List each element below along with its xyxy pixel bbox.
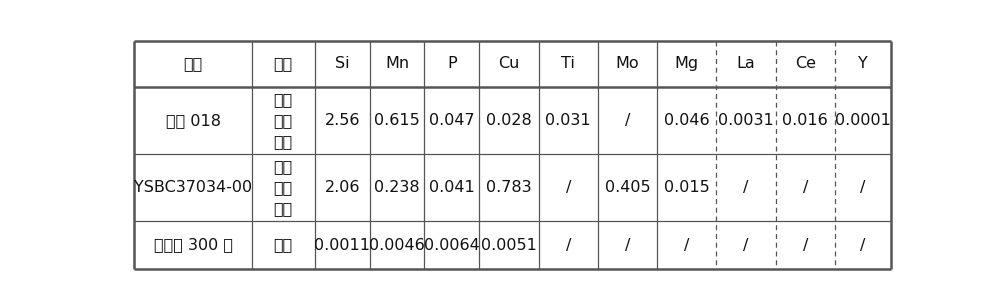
Text: /: / bbox=[743, 238, 749, 253]
Text: Mg: Mg bbox=[675, 56, 699, 72]
Text: /: / bbox=[860, 238, 866, 253]
Text: 纯铁: 纯铁 bbox=[274, 238, 293, 253]
Text: 0.041: 0.041 bbox=[429, 180, 475, 195]
Text: 稀土
球墨
铸铁: 稀土 球墨 铸铁 bbox=[274, 159, 293, 216]
Text: P: P bbox=[447, 56, 457, 72]
Text: 0.0001: 0.0001 bbox=[835, 113, 891, 128]
Text: /: / bbox=[803, 238, 808, 253]
Text: Ti: Ti bbox=[561, 56, 575, 72]
Text: Mo: Mo bbox=[616, 56, 639, 72]
Text: Mn: Mn bbox=[385, 56, 409, 72]
Text: 0.0031: 0.0031 bbox=[718, 113, 774, 128]
Text: 0.0064: 0.0064 bbox=[424, 238, 480, 253]
Text: 材字 018: 材字 018 bbox=[166, 113, 221, 128]
Text: /: / bbox=[625, 238, 630, 253]
Text: Y: Y bbox=[858, 56, 868, 72]
Text: /: / bbox=[860, 180, 866, 195]
Text: /: / bbox=[625, 113, 630, 128]
Text: Cu: Cu bbox=[498, 56, 520, 72]
Text: La: La bbox=[737, 56, 755, 72]
Text: 稀土
球墨
铸铁: 稀土 球墨 铸铁 bbox=[274, 92, 293, 149]
Text: 2.06: 2.06 bbox=[324, 180, 360, 195]
Text: 0.783: 0.783 bbox=[486, 180, 532, 195]
Text: 钢院第 300 号: 钢院第 300 号 bbox=[154, 238, 233, 253]
Text: 名称: 名称 bbox=[274, 56, 293, 72]
Text: 0.015: 0.015 bbox=[664, 180, 710, 195]
Text: 0.615: 0.615 bbox=[374, 113, 420, 128]
Text: 0.016: 0.016 bbox=[782, 113, 828, 128]
Text: 0.405: 0.405 bbox=[605, 180, 650, 195]
Text: 0.0051: 0.0051 bbox=[481, 238, 537, 253]
Text: Ce: Ce bbox=[795, 56, 816, 72]
Text: /: / bbox=[803, 180, 808, 195]
Text: 0.046: 0.046 bbox=[664, 113, 710, 128]
Text: 编号: 编号 bbox=[183, 56, 203, 72]
Text: /: / bbox=[684, 238, 689, 253]
Text: 0.047: 0.047 bbox=[429, 113, 475, 128]
Text: 0.028: 0.028 bbox=[486, 113, 532, 128]
Text: /: / bbox=[566, 238, 571, 253]
Text: 0.0046: 0.0046 bbox=[369, 238, 425, 253]
Text: 0.238: 0.238 bbox=[374, 180, 420, 195]
Text: /: / bbox=[743, 180, 749, 195]
Text: 0.0011: 0.0011 bbox=[314, 238, 370, 253]
Text: Si: Si bbox=[335, 56, 349, 72]
Text: /: / bbox=[566, 180, 571, 195]
Text: 2.56: 2.56 bbox=[324, 113, 360, 128]
Text: YSBC37034-00: YSBC37034-00 bbox=[134, 180, 252, 195]
Text: 0.031: 0.031 bbox=[545, 113, 591, 128]
